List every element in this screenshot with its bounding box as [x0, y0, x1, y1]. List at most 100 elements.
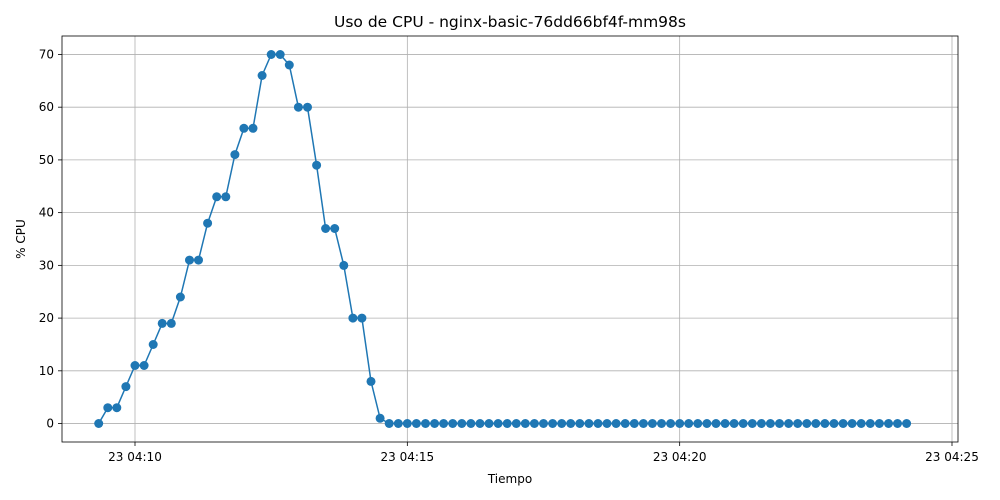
data-point [94, 419, 104, 428]
data-point [684, 419, 694, 428]
data-point [775, 419, 784, 428]
data-point [421, 419, 430, 428]
data-point [475, 419, 485, 428]
axis-ticks: 23 04:10 23 04:15 23 04:20 23 04:25 0 10 20 30 4… [39, 47, 979, 464]
data-point [566, 419, 576, 428]
data-point [293, 102, 303, 112]
data-point [647, 419, 657, 428]
data-point [239, 123, 249, 133]
data-point [865, 419, 875, 428]
data-point [357, 313, 367, 323]
data-point [874, 419, 884, 428]
data-point [330, 224, 340, 233]
data-point [348, 313, 358, 323]
data-point [784, 419, 794, 428]
y-tick-label: 40 [39, 206, 54, 220]
data-point [693, 419, 703, 428]
data-point [384, 419, 394, 428]
x-tick-label: 23 04:20 [653, 450, 707, 464]
data-point [838, 419, 848, 428]
data-point [829, 419, 839, 428]
data-point [584, 419, 594, 428]
x-axis-label: Tiempo [487, 472, 532, 486]
chart-title: Uso de CPU - nginx-basic-76dd66bf4f-mm98… [334, 13, 686, 31]
data-point [493, 419, 503, 428]
data-point [856, 419, 866, 428]
data-point [157, 318, 167, 328]
data-point [339, 260, 349, 270]
data-point [112, 403, 122, 413]
data-point [466, 419, 476, 428]
data-point [303, 102, 312, 112]
data-point [321, 224, 331, 233]
y-tick-label: 70 [39, 47, 54, 61]
data-point [430, 419, 440, 428]
data-point [720, 419, 730, 428]
data-point [729, 419, 739, 428]
y-tick-label: 50 [39, 153, 54, 167]
data-point [711, 419, 721, 428]
y-tick-label: 20 [39, 311, 54, 325]
data-point [511, 419, 521, 428]
data-point [484, 419, 494, 428]
data-point [893, 419, 902, 428]
data-point [747, 419, 757, 428]
data-point [548, 419, 558, 428]
y-tick-label: 10 [39, 364, 54, 378]
data-point [557, 419, 567, 428]
data-point [602, 419, 612, 428]
data-point [575, 419, 585, 428]
data-point [611, 419, 621, 428]
data-point [148, 340, 158, 349]
data-point [221, 192, 231, 202]
data-point [756, 419, 766, 428]
x-tick-label: 23 04:15 [380, 450, 434, 464]
data-point [702, 419, 712, 428]
data-point [502, 419, 512, 428]
data-point [765, 419, 775, 428]
data-point [257, 71, 267, 80]
y-axis-label: % CPU [14, 219, 28, 259]
series-cpu [94, 50, 912, 428]
data-point [593, 419, 603, 428]
data-point [820, 419, 830, 428]
data-point [166, 318, 176, 328]
data-point [738, 419, 748, 428]
data-point [539, 419, 548, 428]
y-tick-label: 30 [39, 258, 54, 272]
plot-frame [61, 35, 959, 443]
data-point [448, 419, 458, 428]
data-point [847, 419, 857, 428]
data-point [212, 192, 222, 202]
data-point [230, 150, 240, 160]
y-tick-label: 0 [46, 417, 54, 431]
data-point [529, 419, 539, 428]
data-point [284, 60, 294, 70]
data-point [366, 376, 376, 386]
data-point [620, 419, 630, 428]
data-point [312, 160, 322, 170]
data-point [675, 419, 685, 428]
data-point [638, 419, 648, 428]
data-point [375, 413, 385, 423]
data-point [139, 361, 149, 370]
data-point [884, 419, 893, 428]
x-tick-label: 23 04:25 [925, 450, 979, 464]
data-point [439, 419, 449, 428]
y-tick-label: 60 [39, 100, 54, 114]
data-point [248, 123, 258, 133]
data-point [902, 419, 912, 428]
data-point [793, 419, 803, 428]
data-point [121, 382, 131, 392]
data-point [802, 419, 812, 428]
data-point [411, 419, 421, 428]
data-point [266, 50, 276, 59]
data-point [103, 403, 113, 413]
x-tick-label: 23 04:10 [108, 450, 162, 464]
data-point [402, 419, 412, 428]
data-point [457, 419, 467, 428]
data-point [629, 419, 639, 428]
data-point [175, 292, 185, 302]
